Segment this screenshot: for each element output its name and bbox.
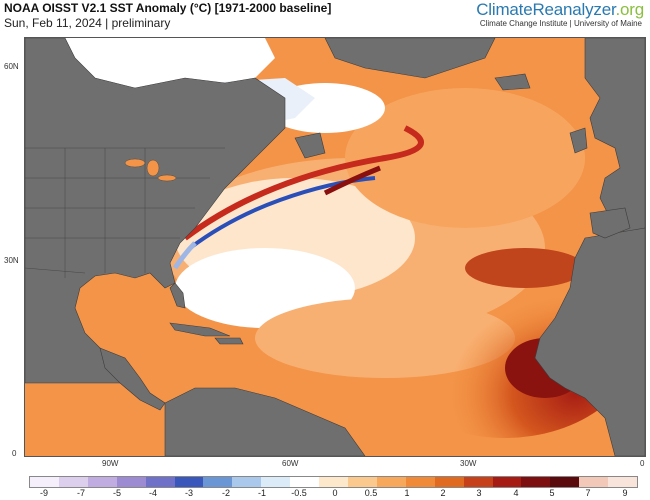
land-british-isles [569,127,588,154]
anomaly-region-north-atlantic [345,88,585,228]
gulf-stream-warm-streak [183,125,424,241]
lon-label-90w: 90W [102,459,119,468]
colorbar-swatch [232,477,262,487]
lat-label-0: 0 [12,449,17,458]
brand-suffix: .org [615,0,645,19]
colorbar-swatch [347,477,377,487]
land-iceland [494,73,531,91]
brand-logo[interactable]: ClimateReanalyzer.org [476,0,644,20]
brand-name: ClimateReanalyzer [476,0,616,19]
colorbar-label: 0 [332,488,338,498]
colorbar-swatch [319,477,348,487]
colorbar-swatch [87,477,117,487]
colorbar-swatch [145,477,175,487]
coastal-cool-strip [172,241,197,270]
lat-label-60n: 60N [4,62,19,71]
land-north-america [25,38,286,384]
colorbar-swatch [463,477,493,487]
colorbar-label: -0.5 [291,488,307,498]
anomaly-region-canary [465,248,585,288]
colorbar-swatch [405,477,435,487]
colorbar-label: -9 [39,488,49,498]
map-canvas [25,38,645,456]
colorbar-swatch [174,477,204,487]
map-title: NOAA OISST V2.1 SST Anomaly (°C) [1971-2… [4,1,332,15]
sea-ice-hudson [65,38,275,88]
colorbar-label: -5 [112,488,122,498]
colorbar-label: 7 [585,488,591,498]
colorbar-swatch [521,477,551,487]
map-date: Sun, Feb 11, 2024 | preliminary [4,16,171,30]
colorbar-swatch [608,477,638,487]
great-lakes [124,158,177,182]
land-florida [169,282,186,309]
colorbar-swatch [203,477,233,487]
colorbar [29,476,638,488]
colorbar-label: -2 [221,488,231,498]
colorbar-label: -4 [148,488,158,498]
colorbar-label: 9 [622,488,628,498]
colorbar-label: 1 [404,488,410,498]
land-hispaniola [214,337,244,345]
colorbar-swatch [116,477,146,487]
colorbar-swatch [58,477,88,487]
political-boundaries [25,147,225,278]
colorbar-swatch [30,477,59,487]
colorbar-labels: -9 -7 -5 -4 -3 -2 -1 -0.5 0 0.5 1 2 3 4 5 7 9 [29,488,636,500]
colorbar-label: -1 [257,488,267,498]
colorbar-swatch [434,477,464,487]
colorbar-swatch [290,477,320,487]
colorbar-swatch [261,477,291,487]
gulf-stream-core [323,165,381,196]
land-africa [534,227,645,456]
lat-label-30n: 30N [4,256,19,265]
colorbar-swatch [376,477,406,487]
land-iberia [589,207,631,239]
sst-anomaly-map [24,37,646,457]
land-south-america [164,387,366,456]
land-newfoundland [294,132,326,159]
colorbar-label: -7 [76,488,86,498]
colorbar-swatch [579,477,609,487]
colorbar-label: -3 [184,488,194,498]
colorbar-label: 3 [476,488,482,498]
land-greenland [324,38,496,79]
colorbar-swatch [550,477,580,487]
colorbar-label: 5 [549,488,555,498]
lon-label-30w: 30W [460,459,477,468]
lon-label-60w: 60W [282,459,299,468]
colorbar-label: 2 [440,488,446,498]
lon-label-0: 0 [640,459,645,468]
colorbar-swatch [492,477,522,487]
colorbar-label: 0.5 [364,488,378,498]
colorbar-label: 4 [513,488,519,498]
land-cuba [169,322,231,337]
brand-subtitle: Climate Change Institute | University of… [479,19,642,28]
land-central-america [99,347,166,411]
